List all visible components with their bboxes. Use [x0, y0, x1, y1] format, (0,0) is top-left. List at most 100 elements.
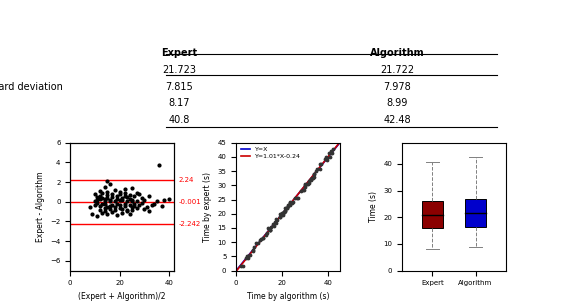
Point — [157, 203, 166, 208]
Point — [272, 218, 281, 223]
Point — [249, 248, 258, 253]
Point — [110, 204, 119, 209]
Point — [101, 196, 110, 201]
Point — [275, 215, 284, 219]
Point — [101, 185, 110, 189]
Point — [322, 158, 331, 163]
Point — [282, 206, 291, 211]
Point — [155, 163, 164, 168]
Point — [300, 183, 309, 188]
Point — [271, 217, 280, 222]
Point — [93, 197, 102, 202]
Point — [271, 220, 280, 225]
Point — [301, 184, 310, 189]
Point — [98, 201, 107, 206]
Point — [302, 182, 311, 187]
Point — [123, 198, 132, 203]
Point — [103, 192, 112, 197]
Point — [115, 205, 124, 210]
Point — [256, 237, 265, 242]
Point — [288, 199, 297, 204]
Point — [277, 211, 285, 216]
Point — [105, 206, 114, 211]
X-axis label: (Expert + Algorithm)/2: (Expert + Algorithm)/2 — [78, 292, 166, 301]
Point — [306, 176, 315, 181]
Point — [324, 150, 333, 155]
Point — [243, 254, 252, 259]
Line: Y=1.01*X-0.24: Y=1.01*X-0.24 — [236, 142, 340, 271]
Point — [110, 207, 119, 212]
Point — [149, 201, 158, 206]
Y=X — [253, 244, 260, 248]
Y=X — [294, 192, 301, 196]
Point — [262, 233, 271, 237]
Point — [493, 73, 500, 77]
Point — [262, 231, 271, 236]
Y=1.01*X-0.24 — [286, 203, 293, 206]
Point — [307, 175, 316, 180]
Point — [300, 188, 309, 192]
Point — [137, 195, 146, 200]
Point — [265, 227, 274, 232]
Point — [258, 236, 267, 241]
Point — [293, 195, 302, 200]
Point — [142, 204, 151, 209]
Point — [120, 186, 129, 191]
Point — [252, 241, 261, 246]
Y=X — [286, 203, 293, 206]
Point — [105, 197, 114, 202]
Y=X — [331, 147, 338, 151]
Point — [123, 194, 132, 199]
Point — [280, 210, 289, 215]
Point — [312, 167, 321, 171]
Point — [283, 203, 292, 208]
Point — [115, 197, 124, 202]
Point — [117, 195, 126, 200]
Point — [90, 202, 99, 207]
Point — [112, 196, 121, 201]
Point — [493, 52, 500, 55]
Point — [243, 256, 252, 261]
Point — [163, 73, 170, 77]
Point — [271, 219, 280, 224]
Point — [327, 149, 336, 154]
Point — [287, 200, 296, 205]
Point — [90, 198, 99, 203]
Point — [115, 189, 124, 194]
Point — [265, 226, 274, 231]
Y=X — [233, 269, 239, 272]
Y-axis label: Expert - Algorithm: Expert - Algorithm — [35, 171, 44, 242]
Point — [248, 249, 257, 254]
Y=1.01*X-0.24 — [337, 140, 343, 144]
Point — [110, 188, 119, 192]
Point — [85, 204, 94, 209]
Point — [108, 209, 117, 214]
Point — [103, 212, 112, 217]
Point — [237, 263, 246, 268]
Point — [264, 225, 273, 230]
Point — [165, 196, 174, 201]
Point — [306, 177, 315, 182]
Point — [93, 200, 102, 205]
Point — [285, 201, 294, 206]
Point — [311, 168, 320, 173]
Bar — [465, 199, 486, 226]
Point — [101, 201, 110, 206]
Y-axis label: Time by expert (s): Time by expert (s) — [203, 172, 212, 242]
Point — [135, 192, 144, 196]
Point — [280, 206, 289, 210]
Point — [493, 125, 500, 129]
Point — [310, 172, 319, 177]
Point — [301, 182, 310, 187]
Y=1.01*X-0.24 — [253, 245, 260, 248]
Point — [163, 52, 170, 55]
Point — [304, 181, 313, 185]
Point — [133, 205, 142, 210]
Point — [285, 200, 294, 205]
Point — [96, 188, 105, 193]
Point — [322, 155, 331, 160]
Point — [88, 211, 97, 216]
Y=1.01*X-0.24 — [331, 147, 338, 150]
Y=1.01*X-0.24 — [257, 240, 264, 243]
Point — [315, 161, 324, 166]
